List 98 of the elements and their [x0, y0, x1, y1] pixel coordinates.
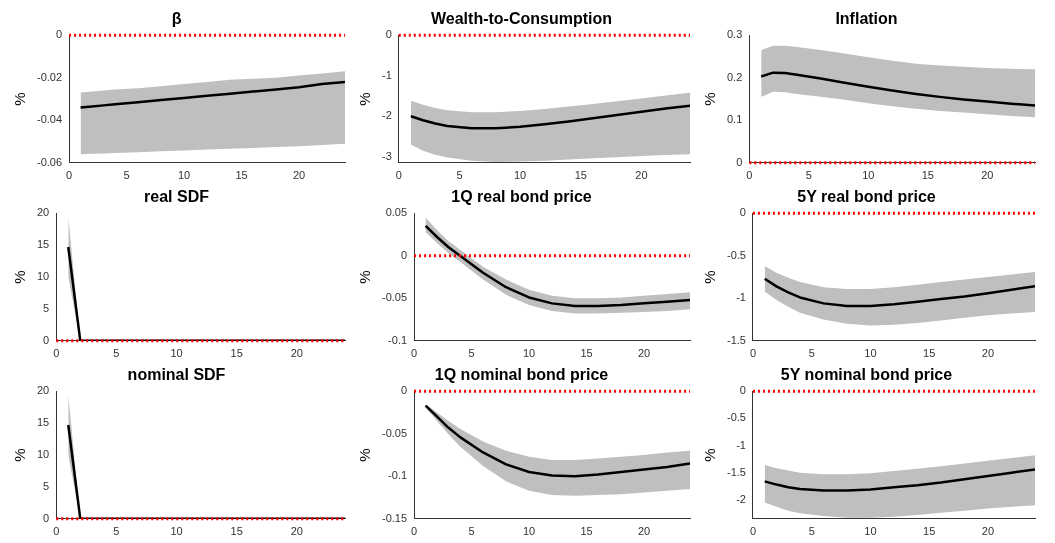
y-tick-label: 15 — [36, 238, 50, 251]
x-tick-label: 5 — [113, 525, 120, 538]
x-tick-label: 20 — [290, 525, 303, 538]
y-axis-title: % — [356, 448, 374, 462]
y-tick-label: -1 — [736, 291, 746, 304]
x-tick-label: 0 — [749, 525, 757, 538]
chart-title: 5Y real bond price — [797, 188, 936, 206]
chart-title: β — [171, 10, 182, 28]
x-tick-label: 20 — [637, 525, 651, 538]
x-tick-label: 20 — [635, 169, 648, 182]
y-tick-label: -0.02 — [36, 70, 63, 83]
y-tick-label: -0.1 — [388, 333, 408, 346]
x-tick-label: 10 — [862, 169, 875, 182]
x-tick-label: 15 — [921, 169, 934, 182]
y-tick-label: 0 — [400, 384, 408, 397]
y-tick-label: -0.06 — [36, 155, 63, 168]
y-tick-label: 0 — [739, 384, 746, 397]
chart-title: Inflation — [835, 10, 898, 28]
x-tick-label: 10 — [864, 525, 877, 538]
x-tick-label: 15 — [574, 169, 587, 182]
y-axis-title: % — [11, 270, 29, 284]
y-tick-label: -3 — [382, 149, 392, 162]
y-tick-label: 0 — [739, 206, 746, 219]
x-tick-label: 10 — [522, 347, 536, 360]
x-tick-label: 15 — [923, 525, 936, 538]
x-tick-label: 20 — [981, 525, 995, 538]
y-tick-label: 10 — [36, 270, 50, 283]
y-axis-title: % — [701, 270, 719, 284]
y-tick-label: -0.1 — [388, 469, 408, 482]
chart-title: Wealth-to-Consumption — [430, 10, 613, 28]
x-tick-label: 15 — [235, 169, 248, 182]
x-tick-label: 10 — [864, 347, 877, 360]
x-tick-label: 20 — [637, 347, 651, 360]
y-tick-label: 0 — [736, 155, 743, 168]
x-tick-label: 10 — [170, 347, 183, 360]
y-tick-label: 10 — [36, 448, 50, 461]
x-tick-label: 10 — [522, 525, 536, 538]
x-tick-label: 10 — [514, 169, 527, 182]
y-tick-label: 0.3 — [726, 28, 743, 41]
y-tick-label: 20 — [36, 384, 50, 397]
y-tick-label: -1 — [736, 438, 746, 451]
x-tick-label: 20 — [290, 347, 303, 360]
x-tick-label: 0 — [411, 525, 418, 538]
y-axis-title: % — [11, 92, 29, 106]
x-tick-label: 15 — [923, 347, 936, 360]
y-tick-label: -1.5 — [726, 333, 746, 346]
y-tick-label: -1.5 — [726, 465, 746, 478]
chart-title: 1Q real bond price — [451, 188, 592, 206]
chart-title: 5Y nominal bond price — [780, 366, 953, 384]
y-tick-label: 0 — [43, 333, 50, 346]
y-tick-label: -2 — [736, 492, 746, 505]
x-tick-label: 0 — [411, 347, 418, 360]
y-tick-label: -0.05 — [381, 291, 408, 304]
x-tick-label: 20 — [292, 169, 306, 182]
y-tick-label: 0 — [385, 28, 392, 41]
x-tick-label: 5 — [468, 525, 475, 538]
x-tick-label: 5 — [808, 347, 815, 360]
y-tick-label: -0.15 — [381, 511, 408, 524]
y-tick-label: 5 — [43, 479, 50, 492]
x-tick-label: 5 — [456, 169, 463, 182]
y-axis-title: % — [701, 448, 719, 462]
x-tick-label: 15 — [230, 347, 243, 360]
y-tick-label: 0.1 — [726, 113, 743, 126]
y-tick-label: 0.2 — [726, 70, 743, 83]
x-tick-label: 5 — [808, 525, 815, 538]
y-tick-label: -0.04 — [36, 113, 63, 126]
y-tick-label: -0.05 — [381, 426, 408, 439]
y-tick-label: 0 — [43, 511, 50, 524]
x-tick-label: 0 — [66, 169, 73, 182]
y-tick-label: 0.05 — [385, 206, 408, 219]
x-tick-label: 20 — [981, 169, 994, 182]
y-tick-label: 20 — [36, 206, 50, 219]
chart-title: real SDF — [144, 188, 210, 206]
y-axis-title: % — [356, 270, 374, 284]
x-tick-label: 15 — [580, 347, 593, 360]
y-axis-title: % — [11, 448, 29, 462]
chart-title: 1Q nominal bond price — [434, 366, 609, 384]
y-tick-label: -2 — [382, 109, 392, 122]
y-axis-title: % — [356, 92, 374, 106]
x-tick-label: 10 — [177, 169, 191, 182]
x-tick-label: 0 — [749, 347, 757, 360]
x-tick-label: 5 — [805, 169, 812, 182]
x-tick-label: 10 — [170, 525, 183, 538]
chart-title: nominal SDF — [127, 366, 226, 384]
y-tick-label: -1 — [382, 68, 392, 81]
x-tick-label: 5 — [113, 347, 120, 360]
y-tick-label: 0 — [400, 248, 408, 261]
x-tick-label: 5 — [123, 169, 130, 182]
x-tick-label: 15 — [230, 525, 243, 538]
x-tick-label: 20 — [981, 347, 995, 360]
x-tick-label: 15 — [580, 525, 593, 538]
y-tick-label: -0.5 — [726, 411, 746, 424]
y-tick-label: 15 — [36, 416, 50, 429]
y-tick-label: -0.5 — [726, 248, 746, 261]
y-axis-title: % — [701, 92, 719, 106]
y-tick-label: 0 — [55, 28, 63, 41]
x-tick-label: 5 — [468, 347, 475, 360]
y-tick-label: 5 — [43, 301, 50, 314]
